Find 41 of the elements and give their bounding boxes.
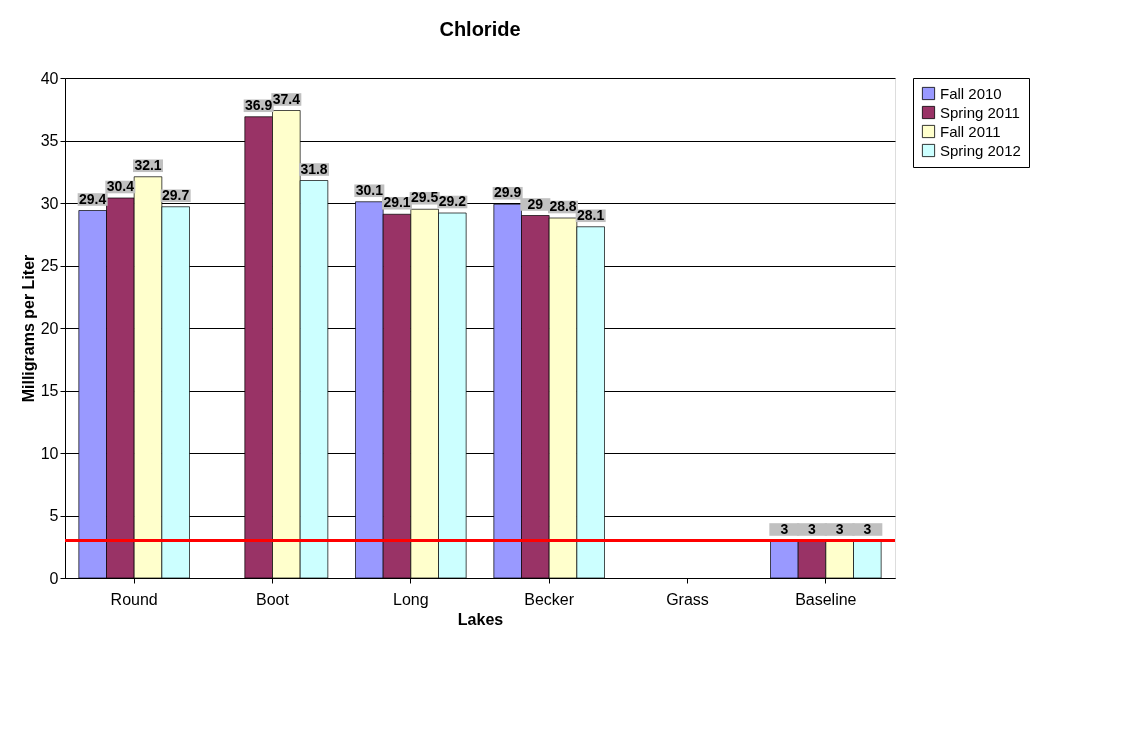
y-tick-label: 25	[40, 257, 59, 274]
data-label: 31.8	[300, 160, 328, 177]
y-tick-label: 30	[40, 194, 59, 212]
y-tick-label: 35	[40, 132, 59, 149]
data-label: 29.1	[383, 194, 411, 211]
x-axis-title: Lakes	[457, 610, 504, 628]
data-label: 30.4	[106, 178, 135, 194]
data-label: 36.9	[245, 96, 273, 113]
x-tick-label: Long	[393, 590, 429, 608]
legend-label: Spring 2012	[940, 141, 1021, 159]
data-label: 29.7	[162, 186, 190, 203]
y-tick-label: 40	[40, 69, 59, 87]
data-label: 37.4	[272, 90, 301, 107]
data-label: 29.4	[79, 190, 107, 207]
data-label: 30.1	[355, 181, 384, 198]
x-tick-label: Baseline	[795, 590, 857, 608]
chart-title: Chloride	[439, 18, 521, 40]
y-tick-label: 5	[49, 507, 59, 524]
data-label: 29.2	[438, 193, 467, 209]
y-tick-label: 10	[40, 444, 59, 462]
data-label: 28.1	[577, 206, 605, 223]
data-label: 3	[808, 520, 817, 537]
x-tick-label: Becker	[524, 590, 575, 608]
legend-label: Fall 2011	[940, 122, 1001, 140]
data-label: 29	[527, 195, 544, 212]
data-label: 3	[835, 520, 844, 537]
x-tick-label: Round	[110, 590, 158, 608]
data-label: 32.1	[134, 156, 162, 173]
data-label: 29.5	[411, 189, 439, 206]
legend-label: Fall 2010	[940, 84, 1002, 102]
data-label: 3	[863, 520, 872, 537]
y-tick-label: 0	[49, 569, 59, 587]
data-label: 3	[780, 520, 789, 537]
x-tick-label: Boot	[256, 590, 290, 608]
y-tick-label: 20	[40, 319, 59, 337]
legend-label: Spring 2011	[940, 103, 1020, 121]
x-tick-label: Grass	[666, 590, 709, 608]
y-tick-label: 15	[40, 382, 59, 399]
data-label: 28.8	[549, 198, 577, 214]
y-axis-title: Milligrams per Liter	[19, 254, 37, 403]
data-label: 29.9	[494, 184, 522, 201]
